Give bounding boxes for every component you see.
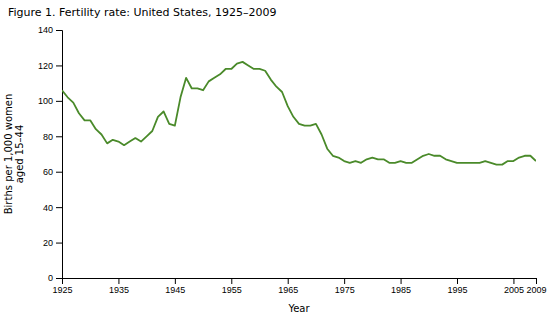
y-tick: 140 <box>38 25 62 35</box>
y-tick: 100 <box>38 96 62 106</box>
chart: 1925 1935 1945 1955 1965 1975 1985 1995 20052009… <box>0 0 560 320</box>
y-tick-label: 140 <box>38 25 53 35</box>
x-tick-label: 1995 <box>447 285 467 295</box>
x-tick: 1975 <box>335 278 355 295</box>
y-tick-mark <box>56 136 62 137</box>
x-tick: 1985 <box>391 278 411 295</box>
y-tick-label: 100 <box>38 96 53 106</box>
x-tick: 1925 <box>52 278 72 295</box>
y-tick-mark <box>56 207 62 208</box>
y-tick-mark <box>56 243 62 244</box>
line <box>62 62 536 165</box>
x-tick-label: 1925 <box>52 285 72 295</box>
marks <box>62 62 536 165</box>
y-axis: 0 20 40 60 80 100 120 140 <box>38 25 63 283</box>
y-tick: 120 <box>38 61 62 71</box>
x-tick-mark <box>457 278 458 284</box>
x-tick-label: 1945 <box>165 285 185 295</box>
x-axis-label: Year <box>287 303 310 314</box>
x-tick-label: 1935 <box>109 285 129 295</box>
x-tick: 1945 <box>165 278 185 295</box>
x-tick-mark <box>401 278 402 284</box>
y-axis-line <box>56 31 63 279</box>
title: Figure 1. Fertility rate: United States,… <box>8 6 276 19</box>
x-tick-mark <box>536 278 537 284</box>
x-tick: 1955 <box>222 278 242 295</box>
x-tick-label: 2005 <box>504 285 524 295</box>
y-tick: 80 <box>43 132 62 142</box>
x-tick: 1935 <box>109 278 129 295</box>
x-tick-label: 1955 <box>222 285 242 295</box>
y-tick-label: 120 <box>38 61 53 71</box>
y-tick-mark <box>56 278 62 279</box>
y-axis-label-line: aged 15–44 <box>14 125 25 184</box>
y-axis-label: Births per 1,000 womenaged 15–44 <box>3 94 25 215</box>
y-tick-label: 80 <box>43 132 53 142</box>
x-tick-label: 2009 <box>526 285 546 295</box>
y-tick: 0 <box>48 273 62 283</box>
x-tick-label: 1965 <box>278 285 298 295</box>
y-tick: 20 <box>43 238 62 248</box>
x-tick: 2009 <box>526 278 546 295</box>
y-axis-label-line: Births per 1,000 women <box>3 94 14 215</box>
x-tick-label: 1975 <box>335 285 355 295</box>
y-tick: 40 <box>43 203 62 213</box>
x-tick: 2005 <box>504 278 524 295</box>
y-tick-mark <box>56 30 62 31</box>
x-tick-mark <box>288 278 289 284</box>
x-tick: 1965 <box>278 278 298 295</box>
x-axis-line <box>63 279 537 285</box>
y-tick-label: 0 <box>48 273 53 283</box>
x-tick-mark <box>231 278 232 284</box>
x-tick-mark <box>175 278 176 284</box>
y-tick: 60 <box>43 167 62 177</box>
y-tick-mark <box>56 172 62 173</box>
x-tick-mark <box>118 278 119 284</box>
x-tick: 1995 <box>447 278 467 295</box>
x-axis: 1925 1935 1945 1955 1965 1975 1985 1995 20052009 <box>52 278 546 295</box>
y-tick-mark <box>56 65 62 66</box>
x-tick-mark <box>513 278 514 284</box>
y-tick-label: 60 <box>43 167 53 177</box>
plot: 1925 1935 1945 1955 1965 1975 1985 1995 20052009… <box>38 25 547 295</box>
y-tick-mark <box>56 101 62 102</box>
y-tick-label: 20 <box>43 238 53 248</box>
x-tick-mark <box>344 278 345 284</box>
y-tick-label: 40 <box>43 203 53 213</box>
x-tick-label: 1985 <box>391 285 411 295</box>
